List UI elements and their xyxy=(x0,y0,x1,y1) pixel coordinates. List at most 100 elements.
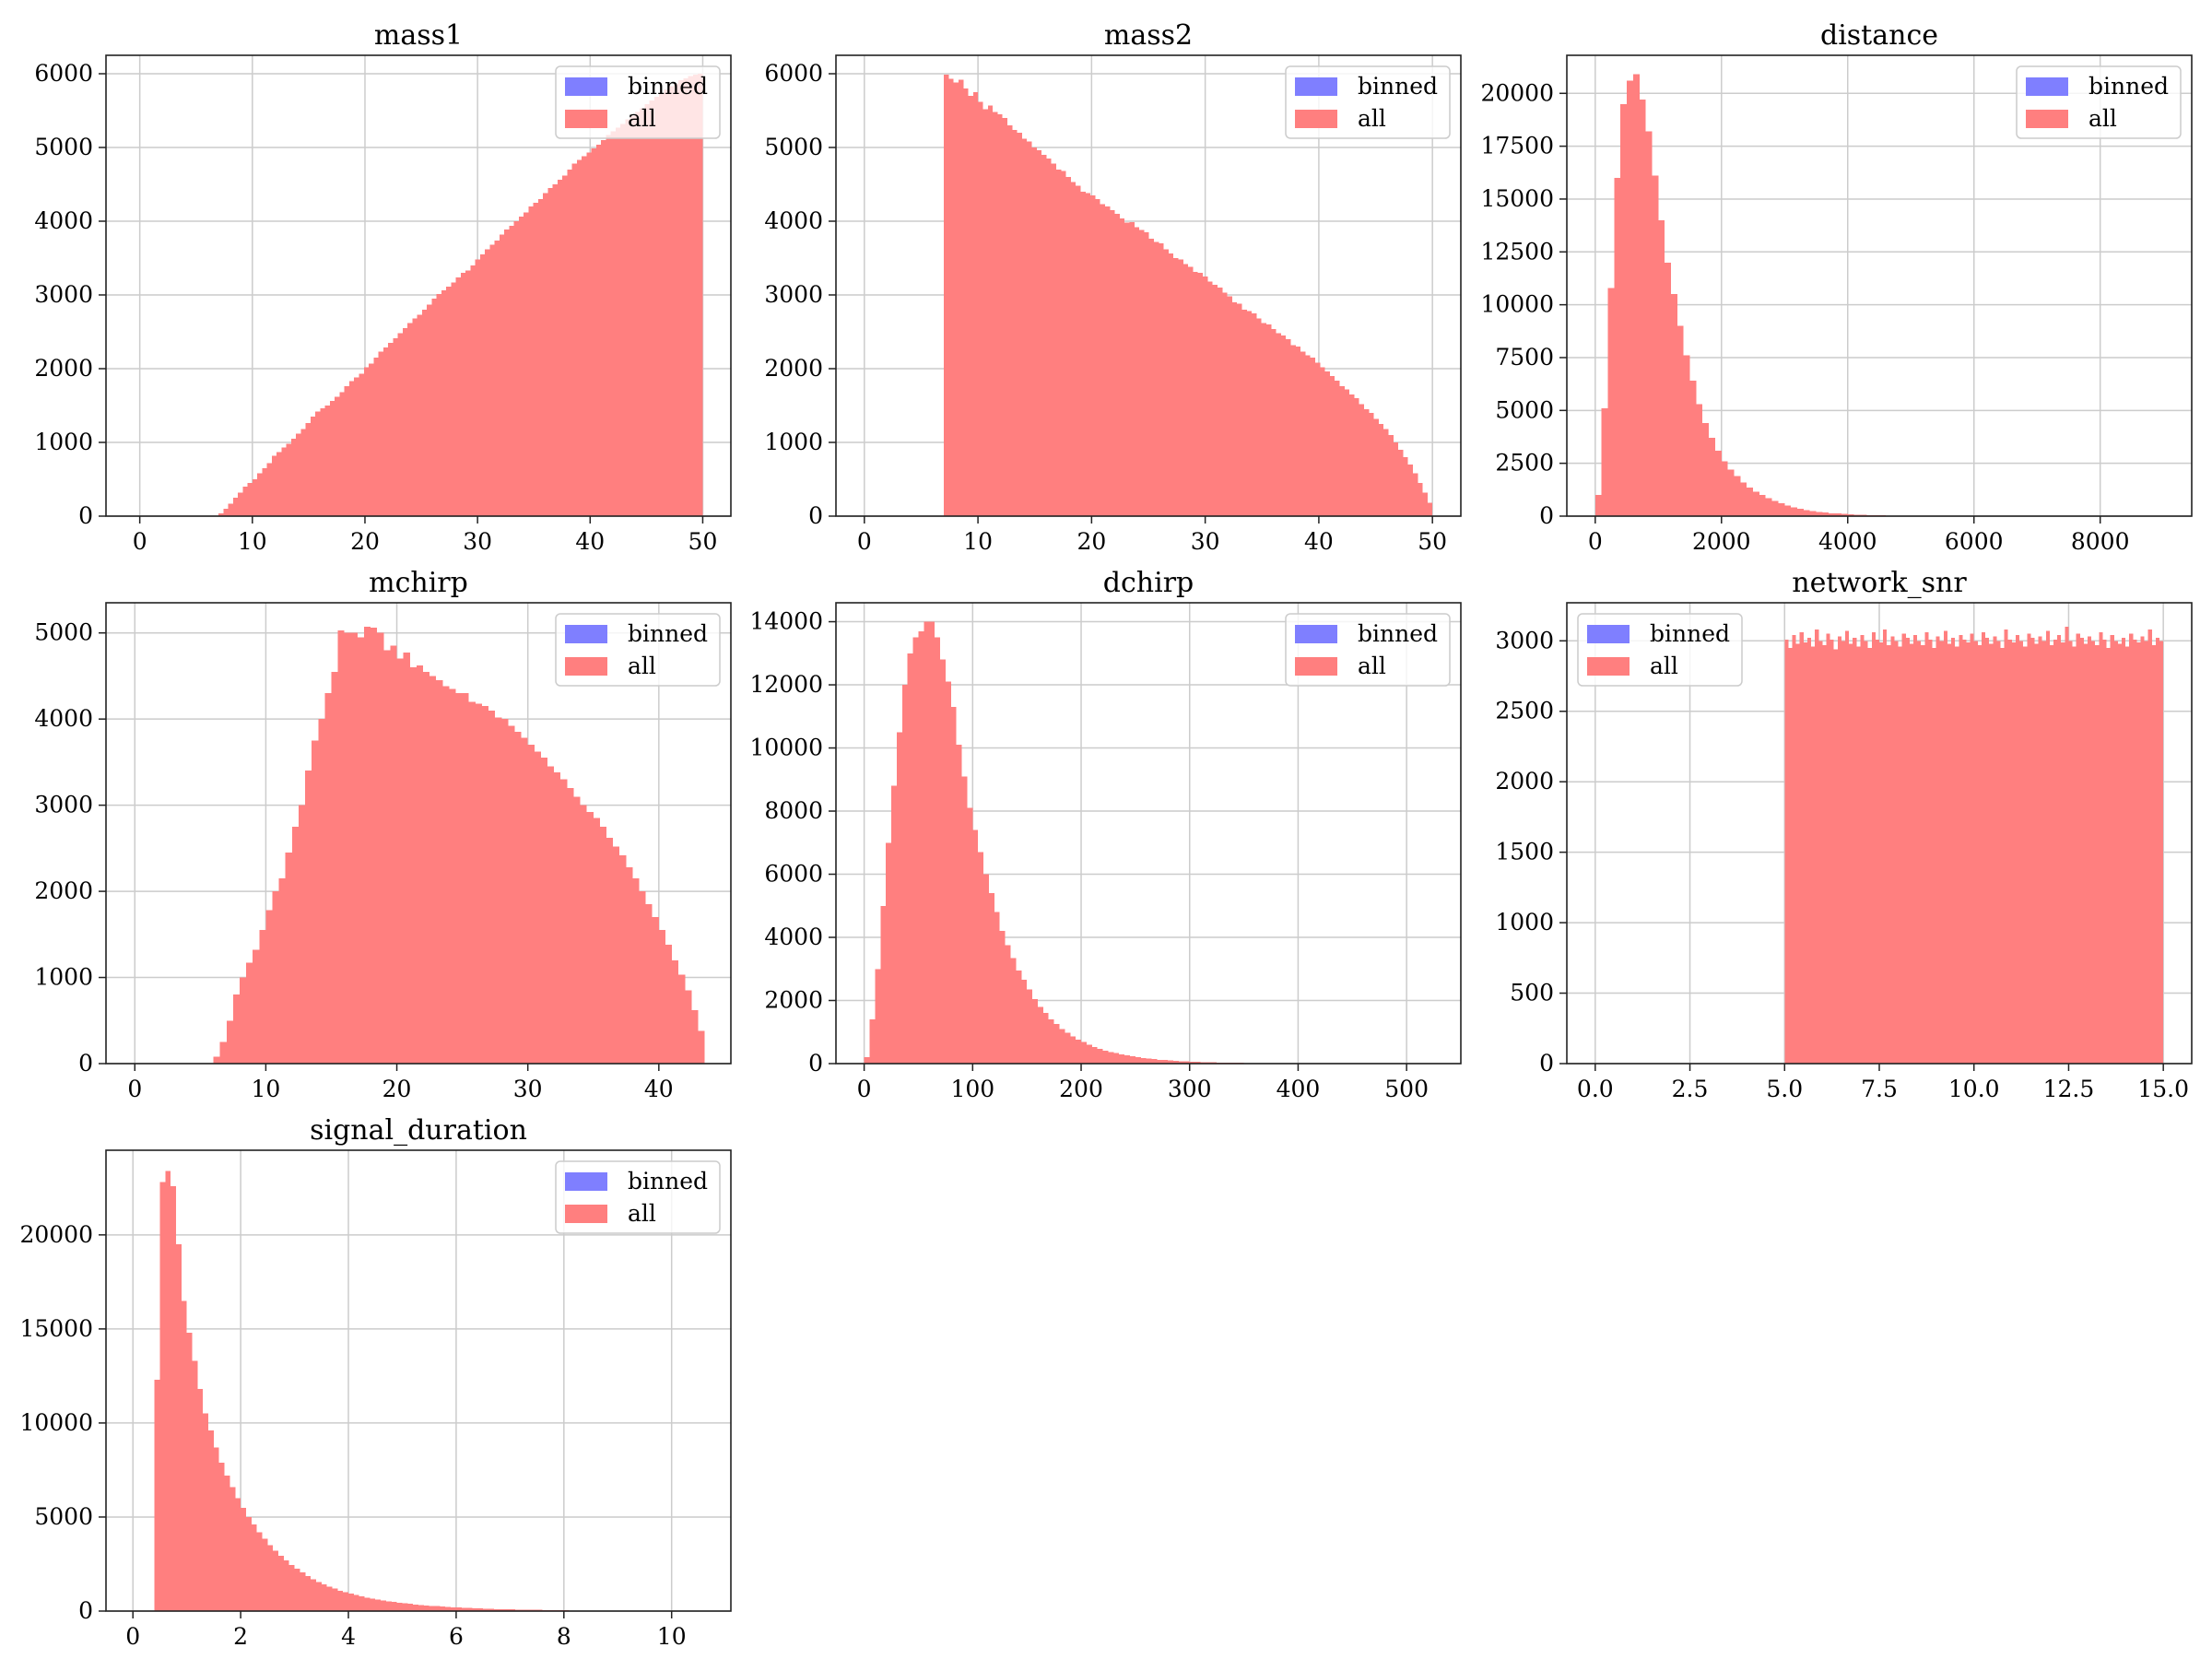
histogram-bar-all xyxy=(272,891,279,1064)
histogram-bar-all xyxy=(403,653,410,1064)
histogram-bar-all xyxy=(1320,367,1325,516)
histogram-bar-all xyxy=(953,82,959,516)
histogram-bar-all xyxy=(324,693,332,1064)
histogram-bar-all xyxy=(375,1599,382,1611)
histogram-bar-all xyxy=(461,1607,467,1611)
histogram-bar-all xyxy=(1427,502,1433,516)
histogram-bar-all xyxy=(371,628,378,1064)
histogram-bar-all xyxy=(246,962,253,1064)
histogram-bar-all xyxy=(586,152,592,516)
histogram-bar-all xyxy=(1788,647,1793,1064)
histogram-bar-all xyxy=(1932,647,1936,1064)
histogram-bar-all xyxy=(1140,1057,1147,1064)
histogram-bar-all xyxy=(1046,159,1052,516)
histogram-bar-all xyxy=(1059,1029,1065,1064)
histogram-bar-all xyxy=(1795,643,1800,1064)
histogram-bar-all xyxy=(1822,644,1827,1064)
histogram-bar-all xyxy=(501,719,509,1064)
histogram-bar-all xyxy=(1996,641,2001,1064)
histogram-bar-all xyxy=(658,930,665,1064)
histogram-bar-all xyxy=(278,878,286,1064)
histogram-bar-all xyxy=(2117,643,2122,1064)
histogram-bar-all xyxy=(664,88,669,517)
histogram-bar-all xyxy=(1027,989,1033,1064)
histogram-bar-all xyxy=(1162,1060,1169,1064)
histogram-bar-all xyxy=(396,658,404,1064)
legend-label-all: all xyxy=(628,653,656,679)
histogram-bar-all xyxy=(226,1020,233,1064)
legend-swatch-all xyxy=(1295,110,1337,128)
histogram-bar-all xyxy=(1962,639,1967,1064)
legend-label-all: all xyxy=(2088,105,2117,132)
histogram-bar-all xyxy=(1007,125,1013,516)
histogram-bar-all xyxy=(1227,296,1232,516)
histogram-bar-all xyxy=(1894,641,1899,1064)
histogram-bar-all xyxy=(407,1604,414,1611)
histogram-bar-all xyxy=(698,74,703,516)
histogram-bar-all xyxy=(1222,292,1228,516)
histogram-bar-all xyxy=(296,433,301,516)
histogram-bar-all xyxy=(1875,639,1879,1064)
histogram-bar-all xyxy=(1200,1062,1206,1064)
histogram-bar-all xyxy=(521,737,528,1064)
histogram-bar-all xyxy=(294,1569,300,1611)
y-tick-label: 10000 xyxy=(1480,291,1554,318)
histogram-bar-all xyxy=(1193,272,1198,516)
x-tick-label: 2000 xyxy=(1692,528,1751,555)
histogram-bar-all xyxy=(1815,629,1819,1064)
histogram-bar-all xyxy=(232,994,240,1064)
histogram-bar-all xyxy=(896,732,902,1064)
histogram-bar-all xyxy=(1002,118,1008,516)
y-tick-label: 15000 xyxy=(19,1315,93,1342)
legend-label-binned: binned xyxy=(1358,73,1438,100)
histogram-bar-all xyxy=(2076,633,2080,1064)
legend-swatch-all xyxy=(2026,110,2068,128)
histogram-bar-all xyxy=(1314,362,1321,516)
histogram-bar-all xyxy=(557,180,563,516)
histogram-bar-all xyxy=(489,244,495,516)
histogram-bar-all xyxy=(186,1332,193,1611)
histogram-bar-all xyxy=(378,351,383,516)
histogram-bar-all xyxy=(468,701,476,1064)
histogram-bar-all xyxy=(1890,636,1895,1064)
histogram-bar-all xyxy=(1860,635,1865,1064)
histogram-bar-all xyxy=(1159,243,1164,516)
histogram-bar-all xyxy=(1041,155,1047,516)
histogram-bar-all xyxy=(1144,232,1149,516)
histogram-bar-all xyxy=(300,429,306,516)
x-tick-label: 12.5 xyxy=(2043,1076,2095,1102)
histogram-bar-all xyxy=(291,826,299,1064)
histogram-bar-all xyxy=(1031,147,1037,516)
histogram-bar-all xyxy=(1256,318,1262,516)
histogram-bar-all xyxy=(629,115,635,516)
histogram-bar-all xyxy=(2136,641,2141,1064)
histogram-bar-all xyxy=(2110,635,2114,1064)
y-tick-label: 4000 xyxy=(764,924,823,950)
histogram-bar-all xyxy=(369,363,374,516)
histogram-bar-all xyxy=(417,314,422,516)
chart-panel-distance: 0 2000 4000 6000 8000 0 2500 5000 7500 10000 12500… xyxy=(1480,19,2193,555)
histogram-bar-all xyxy=(1778,503,1785,516)
histogram-bar-all xyxy=(2011,641,2016,1064)
histogram-bar-all xyxy=(1053,1024,1060,1064)
histogram-bar-all xyxy=(477,1608,484,1611)
histogram-bar-all xyxy=(1154,241,1159,516)
histogram-bar-all xyxy=(488,710,496,1064)
y-tick-label: 15000 xyxy=(1480,185,1554,212)
histogram-bar-all xyxy=(312,740,319,1064)
histogram-bar-all xyxy=(1173,258,1179,516)
histogram-bar-all xyxy=(1335,380,1340,516)
histogram-bar-all xyxy=(1714,450,1722,516)
histogram-bar-all xyxy=(305,423,311,516)
legend: binned all xyxy=(1285,65,1451,139)
histogram-bar-all xyxy=(262,468,267,516)
histogram-bar-all xyxy=(524,212,529,516)
x-tick-label: 40 xyxy=(1304,528,1334,555)
histogram-bar-all xyxy=(645,904,653,1064)
histogram-bar-all xyxy=(1809,511,1817,516)
histogram-bar-all xyxy=(388,343,394,516)
histogram-bar-all xyxy=(1594,495,1602,516)
histogram-bar-all xyxy=(1012,129,1018,517)
legend-swatch-all xyxy=(565,657,607,676)
histogram-bar-all xyxy=(601,140,606,516)
